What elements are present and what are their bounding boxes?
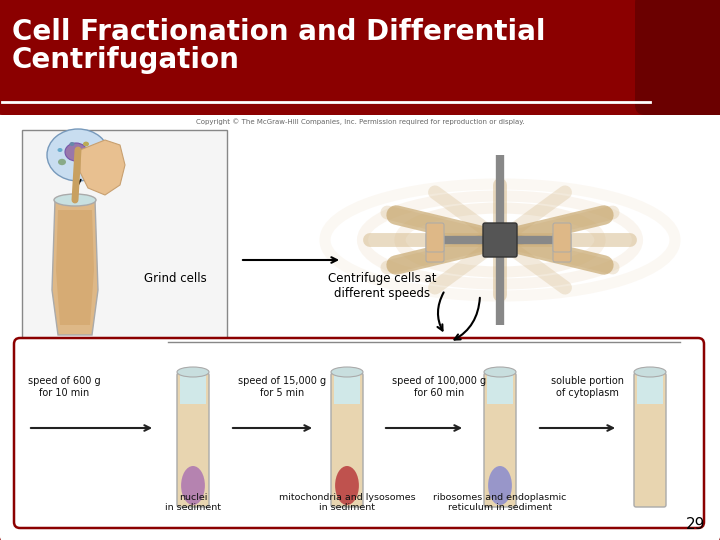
Text: speed of 600 g
for 10 min: speed of 600 g for 10 min <box>28 376 101 398</box>
Bar <box>180 375 206 403</box>
Polygon shape <box>56 210 94 325</box>
Bar <box>487 375 513 403</box>
Ellipse shape <box>331 367 363 377</box>
Ellipse shape <box>58 159 66 165</box>
FancyBboxPatch shape <box>426 223 444 252</box>
Ellipse shape <box>65 143 87 161</box>
Text: speed of 100,000 g
for 60 min: speed of 100,000 g for 60 min <box>392 376 486 398</box>
Text: speed of 15,000 g
for 5 min: speed of 15,000 g for 5 min <box>238 376 326 398</box>
Text: nuclei
in sediment: nuclei in sediment <box>165 492 221 512</box>
Ellipse shape <box>484 367 516 377</box>
Bar <box>0 0 720 90</box>
Ellipse shape <box>58 148 63 152</box>
Polygon shape <box>52 200 98 335</box>
Polygon shape <box>80 140 125 195</box>
Text: Centrifugation: Centrifugation <box>12 46 240 74</box>
Bar <box>0 100 720 110</box>
FancyBboxPatch shape <box>483 223 517 257</box>
FancyBboxPatch shape <box>0 0 712 115</box>
Ellipse shape <box>488 466 512 505</box>
Ellipse shape <box>92 155 97 159</box>
FancyBboxPatch shape <box>0 97 720 540</box>
Text: Copyright © The McGraw-Hill Companies, Inc. Permission required for reproduction: Copyright © The McGraw-Hill Companies, I… <box>196 118 524 125</box>
FancyBboxPatch shape <box>14 338 704 528</box>
FancyBboxPatch shape <box>426 233 444 262</box>
Ellipse shape <box>181 466 205 505</box>
Ellipse shape <box>177 367 209 377</box>
Ellipse shape <box>70 142 74 146</box>
Text: ribosomes and endoplasmic
reticulum in sediment: ribosomes and endoplasmic reticulum in s… <box>433 492 567 512</box>
FancyBboxPatch shape <box>553 223 571 252</box>
Text: soluble portion
of cytoplasm: soluble portion of cytoplasm <box>551 376 624 398</box>
FancyBboxPatch shape <box>484 373 516 507</box>
Bar <box>334 375 360 403</box>
Text: 29: 29 <box>685 517 705 532</box>
Ellipse shape <box>335 466 359 505</box>
FancyBboxPatch shape <box>177 373 209 507</box>
FancyBboxPatch shape <box>0 0 692 114</box>
Text: Grind cells: Grind cells <box>143 272 207 285</box>
Bar <box>0 0 30 102</box>
Text: Cell Fractionation and Differential: Cell Fractionation and Differential <box>12 18 546 46</box>
Ellipse shape <box>85 160 91 164</box>
Ellipse shape <box>634 367 666 377</box>
Bar <box>22 130 227 345</box>
Ellipse shape <box>47 129 109 181</box>
Ellipse shape <box>83 141 89 146</box>
Text: Centrifuge cells at
different speeds: Centrifuge cells at different speeds <box>328 272 436 300</box>
Ellipse shape <box>54 194 96 206</box>
FancyBboxPatch shape <box>634 373 666 507</box>
FancyBboxPatch shape <box>635 0 720 115</box>
Bar <box>637 375 663 403</box>
FancyBboxPatch shape <box>331 373 363 507</box>
FancyBboxPatch shape <box>553 233 571 262</box>
Text: mitochondria and lysosomes
in sediment: mitochondria and lysosomes in sediment <box>279 492 415 512</box>
